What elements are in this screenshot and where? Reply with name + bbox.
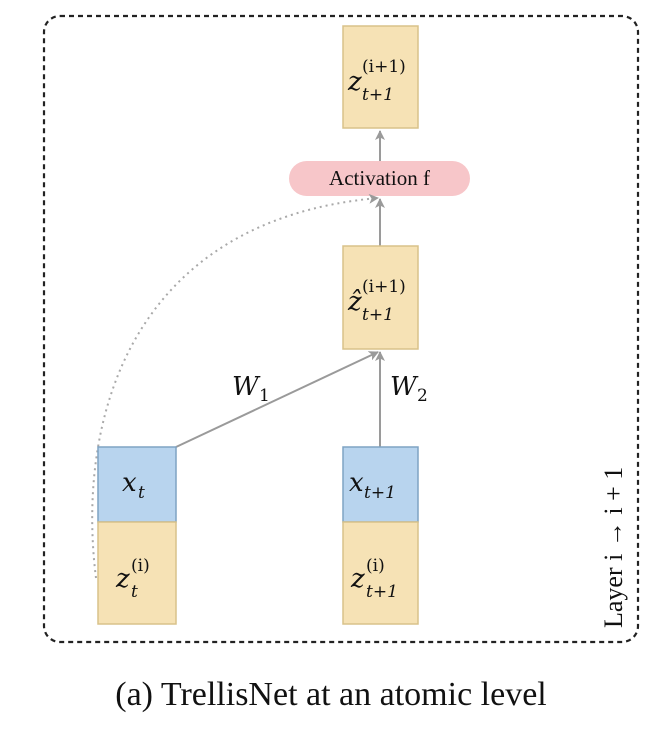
node-zhat-next-sup: (i+1) bbox=[362, 277, 406, 297]
figure-caption: (a) TrellisNet at an atomic level bbox=[115, 676, 547, 713]
node-z-next-base: z bbox=[347, 67, 362, 97]
node-zhat-next: ẑ (i+1) t+1 bbox=[342, 245, 419, 350]
node-z-t-sub: t bbox=[131, 582, 138, 602]
activation-label: Activation f bbox=[329, 166, 430, 190]
node-z-next-sub: t+1 bbox=[362, 85, 394, 105]
node-z-t1-sup: (i) bbox=[366, 556, 385, 576]
weight-w2-label: W 2 bbox=[390, 372, 428, 406]
weight-w2-sub: 2 bbox=[417, 386, 428, 406]
node-x-t: x t bbox=[97, 446, 177, 523]
weight-w1-base: W bbox=[232, 372, 261, 402]
activation-node: Activation f bbox=[289, 161, 470, 196]
node-z-next: z (i+1) t+1 bbox=[342, 25, 419, 129]
node-z-t-sup: (i) bbox=[131, 556, 150, 576]
node-zhat-next-base: ẑ bbox=[347, 287, 362, 317]
node-x-t1: x t+1 bbox=[342, 446, 419, 523]
node-z-t1-base: z bbox=[350, 564, 365, 594]
node-x-t-base: x bbox=[122, 468, 137, 498]
node-z-t-base: z bbox=[115, 564, 130, 594]
node-x-t1-base: x bbox=[349, 468, 364, 498]
node-z-t1: z (i) t+1 bbox=[342, 521, 419, 625]
node-x-t1-sub: t+1 bbox=[364, 483, 396, 503]
arrow-w1 bbox=[175, 351, 379, 448]
weight-w2-base: W bbox=[390, 372, 419, 402]
weight-w1-sub: 1 bbox=[259, 386, 270, 406]
layer-label: Layer i → i + 1 bbox=[599, 467, 628, 628]
node-zhat-next-sub: t+1 bbox=[362, 305, 394, 325]
node-z-next-sup: (i+1) bbox=[362, 57, 406, 77]
node-z-t: z (i) t bbox=[97, 521, 177, 625]
weight-w1-label: W 1 bbox=[232, 372, 270, 406]
node-z-t1-sub: t+1 bbox=[366, 582, 398, 602]
node-x-t-sub: t bbox=[138, 483, 145, 503]
layer-border bbox=[42, 14, 640, 644]
